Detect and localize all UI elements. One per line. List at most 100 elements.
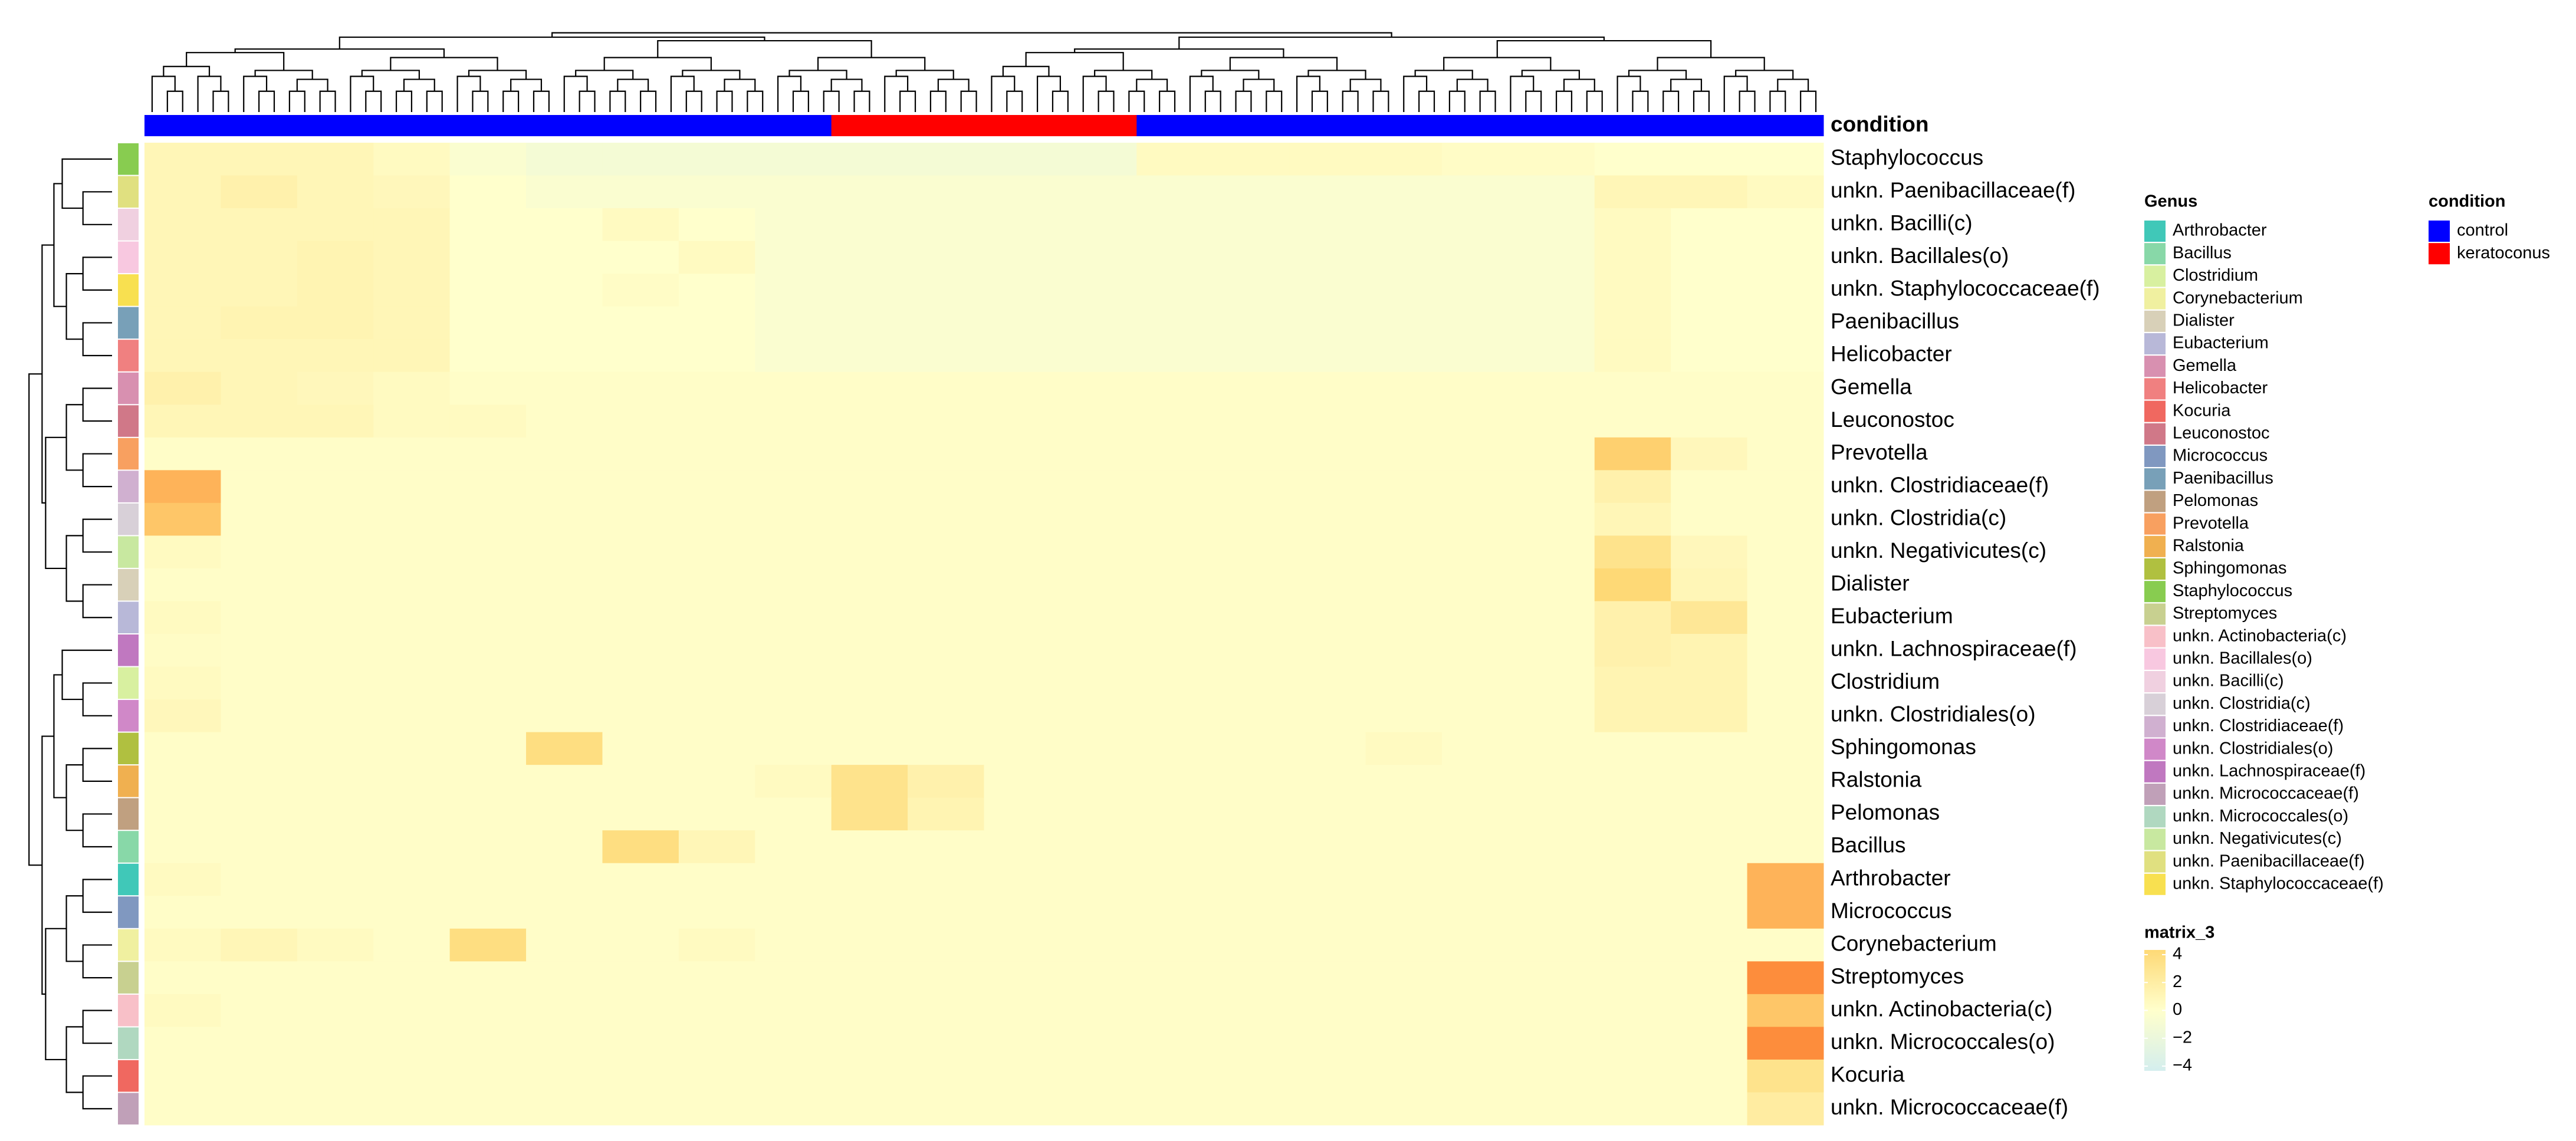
heatmap-cell bbox=[602, 797, 679, 831]
heatmap-cell bbox=[1365, 797, 1443, 831]
heatmap-cell bbox=[526, 896, 603, 929]
heatmap-cell bbox=[449, 863, 527, 896]
heatmap-cell bbox=[1441, 241, 1519, 274]
heatmap-cell bbox=[221, 732, 298, 765]
dendrogram-branch bbox=[1098, 90, 1115, 112]
legend-swatch bbox=[2144, 806, 2166, 828]
heatmap-cell bbox=[526, 1092, 603, 1126]
heatmap-cell bbox=[1213, 830, 1290, 864]
dendrogram-branch bbox=[82, 191, 112, 225]
legend-label: control bbox=[2457, 221, 2508, 240]
heatmap-cell bbox=[1671, 732, 1748, 765]
heatmap-cell bbox=[908, 830, 984, 864]
dendrogram-branch bbox=[1448, 90, 1466, 112]
heatmap-cell bbox=[1747, 732, 1824, 765]
heatmap-cell bbox=[1289, 274, 1366, 307]
dendrogram-branch bbox=[830, 78, 863, 91]
heatmap-cell bbox=[1289, 208, 1366, 242]
heatmap-cell bbox=[1365, 601, 1443, 634]
heatmap-cell bbox=[984, 208, 1061, 242]
heatmap-cell bbox=[984, 666, 1061, 700]
legend-swatch bbox=[2144, 603, 2166, 625]
heatmap-cell bbox=[449, 208, 527, 242]
heatmap-cell bbox=[984, 502, 1061, 536]
heatmap-cell bbox=[449, 175, 527, 209]
heatmap-cell bbox=[1518, 797, 1595, 831]
heatmap-cell bbox=[1441, 601, 1519, 634]
condition-cell bbox=[755, 115, 832, 136]
row-annotation bbox=[118, 863, 139, 896]
row-annotation bbox=[118, 700, 139, 732]
heatmap-cell bbox=[755, 535, 832, 569]
legend-label: Helicobacter bbox=[2173, 379, 2268, 397]
legend-swatch bbox=[2144, 265, 2166, 287]
heatmap-cell bbox=[1213, 568, 1290, 601]
dendrogram-branch bbox=[1235, 90, 1252, 112]
legend-label: Paenibacillus bbox=[2173, 469, 2273, 488]
heatmap-cell bbox=[1747, 535, 1824, 569]
heatmap-cell bbox=[526, 568, 603, 601]
heatmap-cell bbox=[908, 732, 984, 765]
dendrogram-branch bbox=[212, 90, 229, 112]
heatmap-cell bbox=[144, 928, 221, 962]
legend-swatch bbox=[2144, 716, 2166, 738]
heatmap-cell bbox=[526, 339, 603, 373]
heatmap-cell bbox=[449, 699, 527, 733]
heatmap-cell bbox=[526, 994, 603, 1027]
heatmap-cell bbox=[1213, 601, 1290, 634]
row-label: unkn. Micrococcales(o) bbox=[1831, 1030, 2055, 1054]
heatmap-cell bbox=[449, 371, 527, 405]
heatmap-cell bbox=[1365, 961, 1443, 995]
heatmap-cell bbox=[908, 994, 984, 1027]
heatmap-cell bbox=[144, 306, 221, 340]
heatmap-cell bbox=[1594, 1027, 1671, 1060]
heatmap-cell bbox=[1213, 1092, 1290, 1126]
row-annotation bbox=[118, 765, 139, 797]
dendrogram-branch bbox=[82, 879, 112, 913]
heatmap-cell bbox=[144, 634, 221, 667]
heatmap-cell bbox=[602, 143, 679, 176]
heatmap-cell bbox=[755, 405, 832, 438]
row-annotation bbox=[118, 896, 139, 928]
dendrogram-branch bbox=[1229, 57, 1338, 71]
heatmap-cell bbox=[144, 535, 221, 569]
heatmap-cell bbox=[1365, 1059, 1443, 1093]
heatmap-cell bbox=[1671, 502, 1748, 536]
heatmap-cell bbox=[1671, 470, 1748, 504]
heatmap-cell bbox=[602, 175, 679, 209]
heatmap-cell bbox=[831, 928, 908, 962]
heatmap-cell bbox=[984, 961, 1061, 995]
heatmap-cell bbox=[1213, 175, 1290, 209]
dendrogram-branch bbox=[670, 75, 695, 112]
heatmap-cell bbox=[908, 208, 984, 242]
heatmap-cell bbox=[144, 1027, 221, 1060]
dendrogram-branch bbox=[533, 90, 550, 112]
heatmap-cell bbox=[1289, 666, 1366, 700]
dendrogram-branch bbox=[65, 764, 83, 831]
heatmap-cell bbox=[449, 634, 527, 667]
heatmap-cell bbox=[1747, 405, 1824, 438]
heatmap-cell bbox=[449, 1027, 527, 1060]
heatmap-cell bbox=[908, 437, 984, 471]
dendrogram-branch bbox=[243, 75, 268, 112]
heatmap-cell bbox=[1365, 732, 1443, 765]
heatmap-cell bbox=[678, 994, 755, 1027]
heatmap-cell bbox=[1747, 339, 1824, 373]
legend-swatch bbox=[2144, 446, 2166, 467]
dendrogram-branch bbox=[61, 158, 112, 209]
heatmap-cell bbox=[1136, 339, 1214, 373]
heatmap-cell bbox=[984, 928, 1061, 962]
heatmap-cell bbox=[1365, 339, 1443, 373]
dendrogram-branch bbox=[1403, 75, 1428, 112]
heatmap-cell bbox=[373, 274, 451, 307]
heatmap-cell bbox=[1747, 502, 1824, 536]
row-label: Pelomonas bbox=[1831, 800, 1940, 824]
heatmap-cell bbox=[1136, 175, 1214, 209]
heatmap-cell bbox=[526, 1027, 603, 1060]
heatmap-cell bbox=[1747, 863, 1824, 896]
heatmap-cell bbox=[1289, 601, 1366, 634]
dendrogram-branch bbox=[609, 90, 626, 112]
heatmap-cell bbox=[1289, 371, 1366, 405]
heatmap-cell bbox=[1441, 274, 1519, 307]
dendrogram-branch bbox=[65, 273, 83, 340]
